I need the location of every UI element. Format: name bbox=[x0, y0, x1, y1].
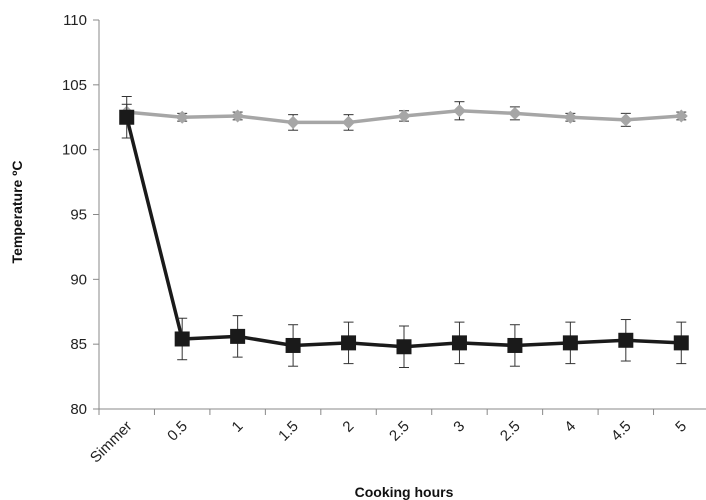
data-point bbox=[119, 109, 135, 125]
y-tick-label: 95 bbox=[70, 207, 87, 224]
y-tick-label: 105 bbox=[62, 77, 87, 94]
y-axis-title: Temperature ºC bbox=[9, 161, 25, 264]
data-point bbox=[507, 337, 523, 353]
series-2 bbox=[119, 96, 689, 369]
data-point bbox=[452, 104, 466, 118]
data-point bbox=[563, 110, 577, 124]
series-1 bbox=[120, 101, 688, 131]
x-tick-label: 2.5 bbox=[497, 418, 524, 445]
data-point bbox=[619, 113, 633, 127]
x-tick-label: 3 bbox=[450, 418, 468, 436]
data-point bbox=[174, 331, 190, 347]
x-tick-label: 1.5 bbox=[275, 418, 302, 445]
y-tick-label: 90 bbox=[70, 271, 87, 288]
x-tick-label: 4 bbox=[561, 418, 579, 436]
data-point bbox=[451, 335, 467, 351]
x-axis-title: Cooking hours bbox=[355, 484, 454, 500]
data-point bbox=[175, 110, 189, 124]
data-point bbox=[286, 115, 300, 129]
series-line bbox=[125, 116, 682, 349]
x-tick-label: 2 bbox=[339, 418, 357, 436]
x-tick-label: Simmer bbox=[87, 418, 136, 467]
data-point bbox=[342, 115, 356, 129]
x-axis: Simmer 0.5 1 1.5 2 2.5 3 2.5 4 4.5 5 bbox=[87, 408, 706, 467]
y-tick-label: 85 bbox=[70, 336, 87, 353]
x-tick-label: 1 bbox=[229, 418, 247, 436]
data-point bbox=[673, 335, 689, 351]
data-point bbox=[508, 106, 522, 120]
data-point bbox=[618, 332, 634, 348]
y-tick-label: 100 bbox=[62, 142, 87, 159]
x-tick-label: 2.5 bbox=[386, 418, 413, 445]
data-point bbox=[230, 328, 246, 344]
x-tick-label: 0.5 bbox=[164, 418, 191, 445]
data-point bbox=[674, 109, 688, 123]
x-tick-label: 5 bbox=[672, 418, 690, 436]
data-point bbox=[285, 337, 301, 353]
y-tick-label: 110 bbox=[63, 12, 87, 29]
data-point bbox=[341, 335, 357, 351]
data-point bbox=[396, 339, 412, 355]
y-tick-label: 80 bbox=[70, 401, 87, 418]
data-point bbox=[397, 109, 411, 123]
data-point bbox=[231, 109, 245, 123]
data-point bbox=[562, 335, 578, 351]
x-tick-label: 4.5 bbox=[608, 418, 635, 445]
series-layer bbox=[119, 96, 689, 369]
y-axis: 80 85 90 95 100 105 110 bbox=[62, 12, 100, 418]
